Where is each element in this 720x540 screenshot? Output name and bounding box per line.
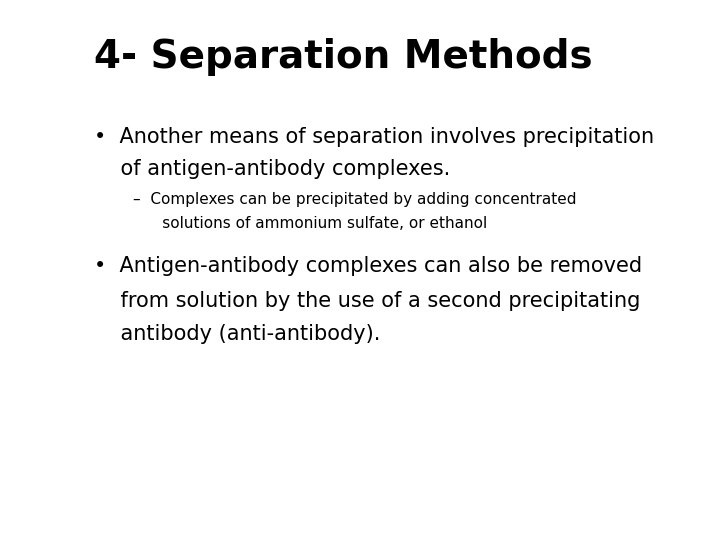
Text: –  Complexes can be precipitated by adding concentrated: – Complexes can be precipitated by addin… xyxy=(94,192,576,207)
Text: of antigen-antibody complexes.: of antigen-antibody complexes. xyxy=(94,159,450,179)
Text: solutions of ammonium sulfate, or ethanol: solutions of ammonium sulfate, or ethano… xyxy=(94,216,487,231)
Text: •  Another means of separation involves precipitation: • Another means of separation involves p… xyxy=(94,127,654,147)
Text: from solution by the use of a second precipitating: from solution by the use of a second pre… xyxy=(94,291,640,310)
Text: 4- Separation Methods: 4- Separation Methods xyxy=(94,38,593,76)
Text: •  Antigen-antibody complexes can also be removed: • Antigen-antibody complexes can also be… xyxy=(94,256,642,276)
Text: antibody (anti-antibody).: antibody (anti-antibody). xyxy=(94,324,380,344)
